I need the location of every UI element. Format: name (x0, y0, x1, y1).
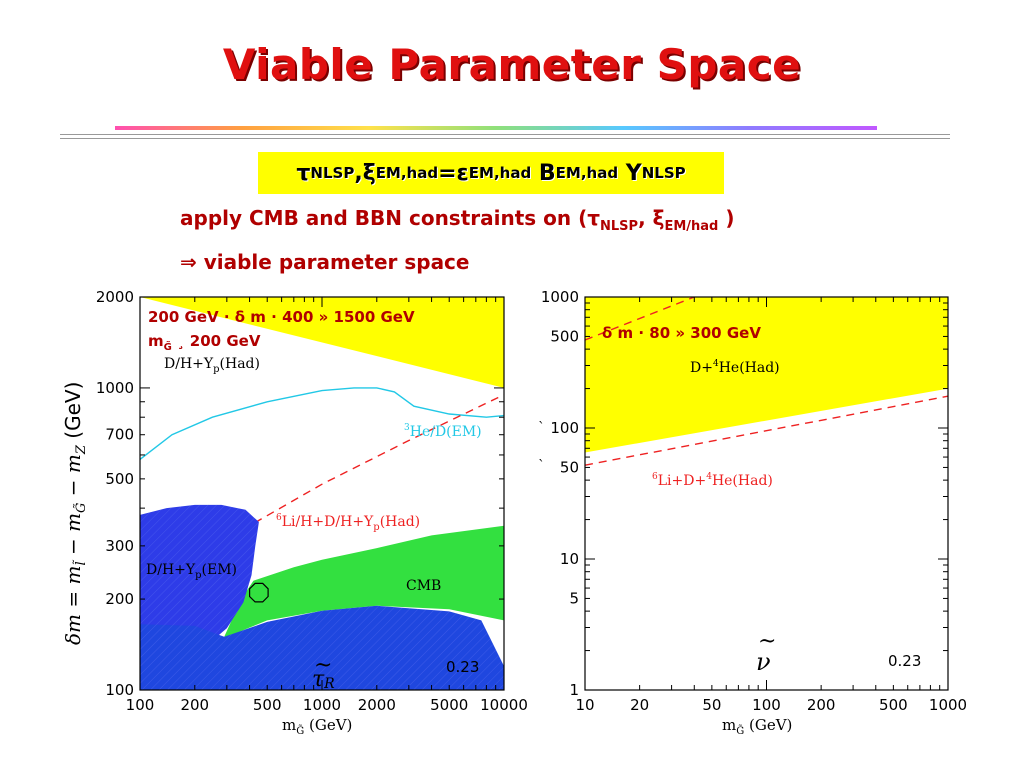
left-series-he-d-em-line (140, 387, 504, 460)
left-y-tick-label: 200 (105, 590, 134, 608)
right-x-tick-label: 500 (879, 696, 908, 714)
tau-symbol: τ (296, 160, 311, 186)
label-he3-em: 3He/D(EM) (404, 423, 482, 440)
left-x-axis-label: mG̃ (GeV) (282, 716, 352, 737)
stray-tick-mark-2: ` (538, 458, 545, 474)
right-x-tick-label: 200 (807, 696, 836, 714)
left-series-li-h-d-h-y-p-had-line (140, 394, 504, 604)
right-y-tick-label: 1 (569, 681, 579, 699)
emhad-sub-2: EM,had (468, 164, 532, 182)
label-li6-had: 6Li/H+D/H+Yp(Had) (276, 513, 420, 533)
label-cmb: CMB (406, 578, 441, 594)
constraint-text: apply CMB and BBN constraints on ( (180, 206, 588, 230)
left-x-tick-label: 200 (180, 696, 209, 714)
left-x-tick-label: 10000 (480, 696, 528, 714)
label-dh-had: D/H+Yp(Had) (164, 356, 260, 375)
constraint-close: ) (718, 206, 735, 230)
label-sneutrino: ν (756, 648, 771, 676)
constraint-line: apply CMB and BBN constraints on (τNLSP,… (180, 206, 734, 234)
left-mass-annotation: mG̃ ¸ 200 GeV (148, 332, 261, 353)
left-series-d-h-y-p-had-fill (140, 297, 504, 388)
constraint-tau: τ (587, 206, 601, 230)
left-x-tick-label: 1000 (303, 696, 341, 714)
left-y-axis-label: δm = ml̃ − mG̃ − mZ (GeV) (61, 382, 89, 645)
left-series-cmb-fill (224, 525, 504, 637)
right-y-tick-label: 100 (550, 419, 579, 437)
label-d-he4: D+4He(Had) (690, 359, 780, 376)
right-range-annotation: δ m · 80 » 300 GeV (602, 324, 761, 342)
left-x-tick-label: 2000 (358, 696, 396, 714)
nlsp-sub-2: NLSP (641, 164, 686, 182)
left-value-label: 0.23 (446, 658, 479, 676)
left-y-tick-label: 300 (105, 537, 134, 555)
constraint-xi: ξ (652, 206, 665, 230)
slide-title: Viable Parameter Space (222, 40, 802, 89)
left-y-tick-label: 100 (105, 681, 134, 699)
equals: = (438, 160, 457, 186)
label-sneutrino-tilde: ~ (758, 629, 776, 654)
emhad-sub-3: EM,had (555, 164, 619, 182)
right-y-tick-label: 10 (560, 550, 579, 568)
emhad-sub-1: EM,had (375, 164, 439, 182)
b-symbol: B (538, 160, 556, 186)
implies-arrow: ⇒ (180, 250, 197, 274)
viable-text: viable parameter space (196, 250, 470, 274)
right-x-tick-label: 50 (702, 696, 721, 714)
left-y-tick-label: 700 (105, 426, 134, 444)
label-li6-d-he4: 6Li+D+4He(Had) (652, 472, 773, 489)
right-y-tick-label: 50 (560, 458, 579, 476)
right-x-tick-label: 20 (630, 696, 649, 714)
comma: , (354, 160, 363, 186)
right-x-tick-label: 10 (575, 696, 594, 714)
rainbow-divider (115, 126, 877, 130)
label-stau-tilde: ~ (314, 653, 332, 678)
right-series-upper-line (585, 297, 695, 341)
y-symbol: Y (625, 160, 642, 186)
left-x-tick-label: 5000 (430, 696, 468, 714)
label-stau: τR (312, 667, 335, 692)
formula-box: τ NLSP, ξ EM,had = ε EM,had B EM,had Y NLSP (258, 152, 724, 194)
left-series-lower-hatch (140, 605, 504, 690)
right-y-tick-label: 500 (550, 327, 579, 345)
constraint-emhad: EM/had (664, 219, 719, 234)
divider-bottom (60, 138, 950, 139)
right-x-tick-label: 100 (752, 696, 781, 714)
right-x-tick-label: 1000 (929, 696, 967, 714)
constraint-nlsp: NLSP (600, 219, 639, 234)
left-x-tick-label: 500 (253, 696, 282, 714)
left-plot: 100 200 500 1000 2000 5000 10000 100 200 300 500 70… (61, 288, 528, 737)
divider-top (60, 134, 950, 135)
left-y-tick-label: 2000 (96, 288, 134, 306)
epsilon-symbol: ε (456, 160, 469, 186)
stray-tick-mark-1: ` (538, 420, 545, 436)
constraint-comma: , (638, 206, 653, 230)
right-value-label: 0.23 (888, 652, 921, 670)
viable-line: ⇒ viable parameter space (180, 250, 469, 274)
left-range-annotation: 200 GeV · δ m · 400 » 1500 GeV (148, 308, 415, 326)
left-y-tick-label: 1000 (96, 379, 134, 397)
benchmark-point-marker (249, 582, 269, 603)
right-series-d-he-had-fill (585, 297, 948, 453)
right-y-tick-label: 1000 (541, 288, 579, 306)
left-x-tick-label: 100 (126, 696, 155, 714)
right-plot: 10 20 50 100 200 500 1000 1 5 10 50 100 500 1000 δ m … (538, 288, 967, 737)
left-y-tick-label: 500 (105, 470, 134, 488)
right-y-tick-label: 5 (569, 589, 579, 607)
right-x-axis-label: mG̃ (GeV) (722, 716, 792, 737)
nlsp-sub: NLSP (310, 164, 355, 182)
label-dh-em: D/H+Yp(EM) (146, 562, 237, 581)
xi-symbol: ξ (362, 160, 376, 186)
right-series-li-d-he-had-line (585, 395, 948, 466)
